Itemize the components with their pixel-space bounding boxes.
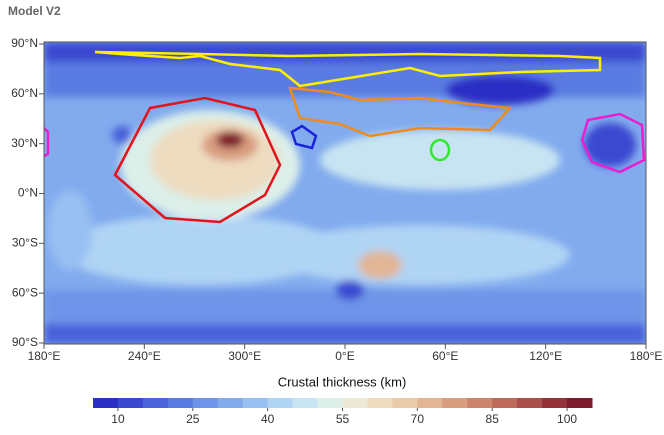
contour-field [44, 42, 646, 344]
y-tick-label: 60°S [12, 285, 38, 299]
colorbar-swatch [492, 398, 518, 408]
colorbar-tick-label: 85 [486, 412, 500, 426]
x-tick-label: 120°E [529, 349, 562, 363]
colorbar-swatch [117, 398, 144, 408]
y-tick-label: 0°N [18, 186, 38, 200]
y-tick-label: 30°N [11, 136, 38, 150]
x-tick-label: 180°E [28, 349, 61, 363]
colorbar-swatch [317, 398, 343, 408]
chart-title: Model V2 [8, 4, 61, 18]
colorbar-swatch [217, 398, 244, 408]
y-tick-label: 60°N [11, 86, 38, 100]
colorbar-swatch [367, 398, 393, 408]
colorbar-swatch [292, 398, 319, 408]
x-tick-label: 0°E [335, 349, 354, 363]
colorbar-swatch [142, 398, 169, 408]
colorbar-tick-label: 25 [186, 412, 200, 426]
x-tick-label: 180°E [630, 349, 663, 363]
colorbar-swatch [342, 398, 368, 408]
y-tick-label: 30°S [12, 236, 38, 250]
colorbar-swatch [167, 398, 194, 408]
colorbar-tick-label: 55 [336, 412, 350, 426]
colorbar-tick-label: 70 [411, 412, 425, 426]
colorbar-tick-label: 100 [557, 412, 577, 426]
colorbar-tick-label: 40 [261, 412, 275, 426]
x-tick-label: 300°E [228, 349, 261, 363]
colorbar-tick-label: 10 [111, 412, 125, 426]
y-tick-label: 90°N [11, 36, 38, 50]
colorbar-swatch [267, 398, 294, 408]
colorbar-swatch [542, 398, 568, 408]
colorbar-swatch [192, 398, 219, 408]
colorbar-swatch [567, 398, 593, 408]
x-tick-label: 240°E [128, 349, 161, 363]
x-tick-label: 60°E [432, 349, 458, 363]
colorbar-swatch [392, 398, 418, 408]
colorbar-swatch [242, 398, 269, 408]
colorbar-label: Crustal thickness (km) [278, 374, 407, 389]
colorbar-swatch [517, 398, 543, 408]
y-tick-label: 90°S [12, 335, 38, 349]
colorbar-swatch [417, 398, 443, 408]
colorbar-swatch [442, 398, 468, 408]
colorbar-swatch [467, 398, 493, 408]
colorbar-swatch [93, 398, 119, 408]
